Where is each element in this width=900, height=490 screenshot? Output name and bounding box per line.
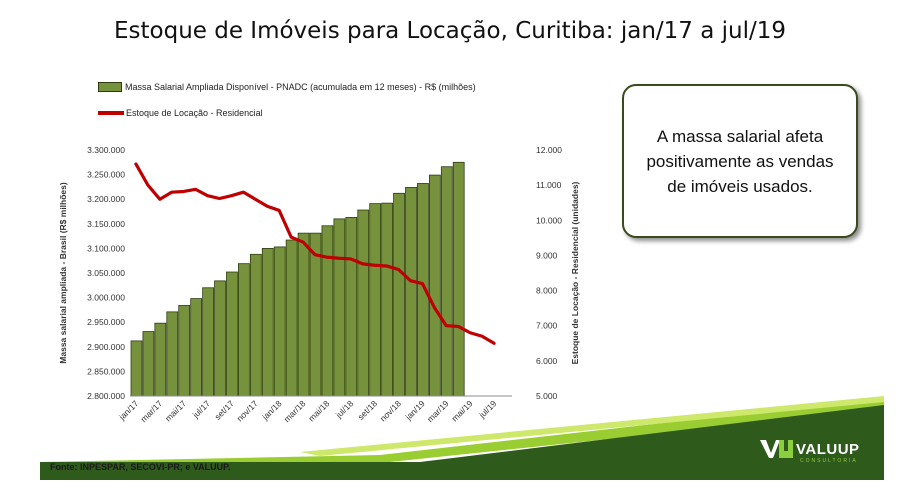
x-tick-label: mai/18 — [306, 398, 331, 423]
legend-item-line: Estoque de Locação - Residencial — [98, 106, 476, 120]
callout-box: A massa salarial afeta positivamente as … — [622, 84, 858, 238]
y-tick-label: 3.250.000 — [87, 170, 125, 180]
bar-ago/17 — [214, 280, 226, 397]
y2-tick-label: 11.000 — [536, 180, 562, 190]
bar-mar/17 — [154, 322, 167, 397]
y-tick-label: 3.300.000 — [87, 145, 125, 155]
legend-item-bars: Massa Salarial Ampliada Disponível - PNA… — [98, 80, 476, 94]
x-tick-label: jul/17 — [190, 398, 212, 420]
bar-set/18 — [369, 203, 382, 397]
x-tick-label: jul/19 — [476, 398, 498, 420]
bar-mar/19 — [440, 166, 453, 397]
y-axis-title: Massa salarial ampliada - Brasil (R$ mil… — [58, 182, 68, 364]
page-title: Estoque de Imóveis para Locação, Curitib… — [113, 18, 787, 44]
bar-abr/18 — [309, 232, 322, 397]
x-tick-label: jan/17 — [116, 398, 140, 422]
x-tick-label: nov/18 — [378, 398, 403, 423]
y-tick-label: 2.850.000 — [87, 366, 125, 376]
bar-out/17 — [238, 263, 250, 397]
bar-abr/17 — [166, 311, 179, 397]
logo-text: VALUUP — [796, 440, 860, 458]
y2-tick-label: 6.000 — [536, 356, 558, 366]
y2-tick-label: 8.000 — [536, 286, 558, 296]
bar-mar/18 — [297, 232, 310, 397]
bar-mai/18 — [321, 225, 334, 397]
y2-tick-label: 10.000 — [536, 215, 562, 225]
y-tick-label: 2.950.000 — [87, 317, 125, 327]
callout-text: A massa salarial afeta positivamente as … — [646, 126, 834, 196]
x-tick-label: mai/17 — [163, 398, 188, 423]
y-tick-label: 3.050.000 — [87, 268, 125, 278]
bar-ago/18 — [357, 209, 370, 397]
legend-label-line: Estoque de Locação - Residencial — [126, 108, 263, 118]
logo-mark-icon — [760, 440, 793, 458]
bar-abr/19 — [452, 161, 465, 397]
legend-swatch-line — [98, 111, 124, 115]
bar-jun/17 — [190, 298, 203, 397]
x-tick-label: set/18 — [356, 398, 380, 422]
x-tick-label: jan/19 — [403, 398, 427, 422]
bar-mai/17 — [178, 305, 191, 397]
x-tick-label: mar/18 — [282, 398, 308, 424]
x-tick-label: jan/18 — [259, 398, 283, 422]
y-tick-label: 3.150.000 — [87, 219, 125, 229]
bar-set/17 — [226, 271, 238, 397]
y-tick-label: 3.000.000 — [87, 293, 125, 303]
bar-fev/17 — [142, 331, 155, 397]
bar-nov/18 — [393, 192, 405, 397]
bar-fev/18 — [285, 239, 298, 397]
legend-label-bars: Massa Salarial Ampliada Disponível - PNA… — [125, 82, 476, 92]
y-tick-label: 3.100.000 — [87, 243, 125, 253]
y2-axis-title: Estoque de Locação - Residencial (unidad… — [570, 181, 580, 364]
y-tick-label: 2.800.000 — [87, 391, 125, 401]
y2-tick-label: 9.000 — [536, 250, 558, 260]
y2-tick-label: 12.000 — [536, 145, 562, 155]
bar-out/18 — [381, 202, 393, 397]
legend-swatch-bars — [98, 82, 122, 92]
series-line-estoque — [134, 162, 496, 345]
logo-subtitle: CONSULTORIA — [800, 458, 858, 464]
y2-tick-label: 7.000 — [536, 321, 558, 331]
bar-jul/18 — [345, 217, 358, 397]
bar-jan/18 — [273, 246, 286, 397]
y-tick-label: 2.900.000 — [87, 342, 125, 352]
bar-dez/17 — [261, 247, 274, 397]
x-tick-label: mar/17 — [138, 398, 164, 424]
x-tick-label: set/17 — [212, 398, 236, 422]
bar-jul/17 — [202, 287, 214, 397]
y-tick-label: 3.200.000 — [87, 194, 125, 204]
bar-jun/18 — [333, 218, 346, 397]
bars-layer — [130, 161, 465, 397]
bar-dez/18 — [405, 186, 417, 397]
source-note: Fonte: INPESPAR, SECOVI-PR; e VALUUP. — [50, 462, 231, 472]
y2-tick-label: 5.000 — [536, 391, 558, 401]
x-tick-label: mar/19 — [425, 398, 451, 424]
x-tick-label: jul/18 — [333, 398, 355, 420]
bar-nov/17 — [249, 253, 262, 397]
bar-jan/17 — [130, 340, 143, 397]
x-tick-label: mai/19 — [449, 398, 474, 423]
x-tick-label: nov/17 — [235, 398, 260, 423]
chart-legend: Massa Salarial Ampliada Disponível - PNA… — [98, 80, 476, 132]
logo: VALUUP CONSULTORIA — [760, 438, 860, 464]
line-layer — [134, 162, 496, 345]
bar-fev/19 — [428, 174, 441, 397]
